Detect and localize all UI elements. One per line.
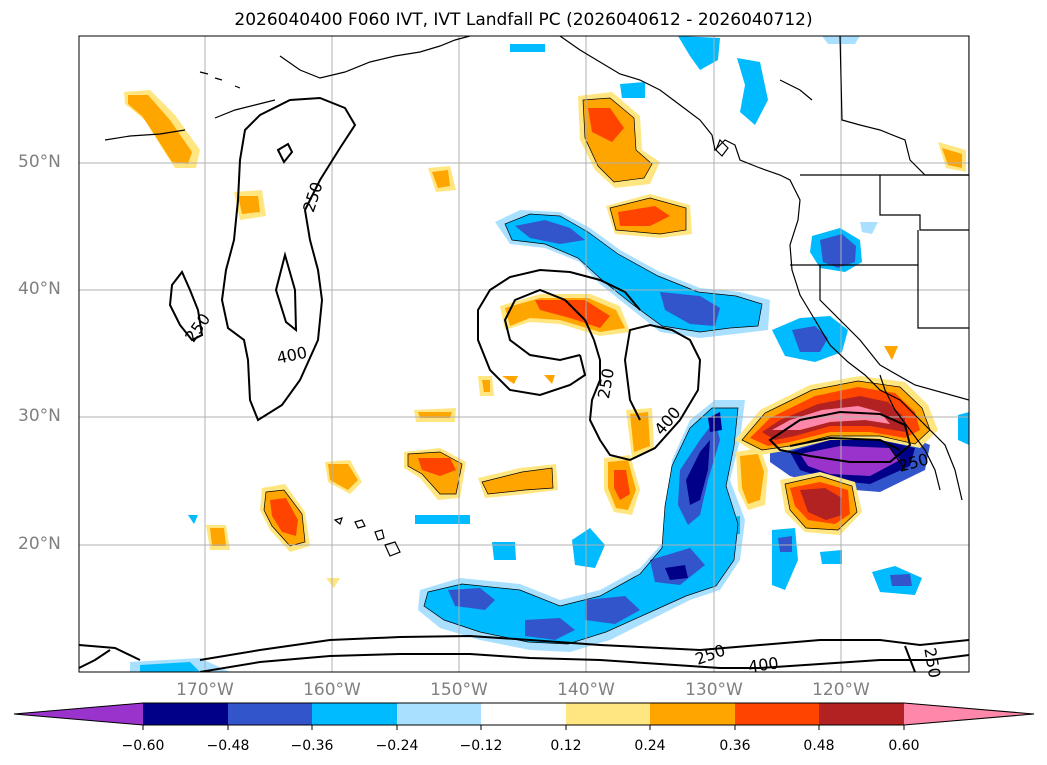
colorbar-segment xyxy=(650,703,735,725)
colorbar-label: 0.12 xyxy=(550,738,582,754)
colorbar-extend-right xyxy=(904,703,1034,725)
lat-label-50n: 50°N xyxy=(18,152,61,172)
graticule xyxy=(79,36,969,672)
colorbar-label: 0.24 xyxy=(634,738,666,754)
colorbar-label: −0.24 xyxy=(375,738,419,754)
colorbar-label: 0.36 xyxy=(719,738,751,754)
lon-label-160w: 160°W xyxy=(303,680,361,700)
colorbar-label: −0.12 xyxy=(459,738,503,754)
map-plot-area xyxy=(79,36,969,672)
lat-label-30n: 30°N xyxy=(18,406,61,426)
contour-label: 250 xyxy=(920,646,944,679)
coastlines xyxy=(104,36,969,557)
shading-outlines xyxy=(263,97,931,645)
lon-label-130w: 130°W xyxy=(685,680,743,700)
lon-label-120w: 120°W xyxy=(812,680,870,700)
lon-label-150w: 150°W xyxy=(430,680,488,700)
colorbar-label: −0.48 xyxy=(206,738,250,754)
colorbar-segment xyxy=(566,703,650,725)
ivt-contours xyxy=(79,96,969,672)
colorbar-segment xyxy=(228,703,312,725)
lat-label-40n: 40°N xyxy=(18,279,61,299)
colorbar-segment xyxy=(143,703,228,725)
negative-shading xyxy=(130,36,969,672)
positive-shading xyxy=(124,90,966,588)
colorbar-label: 0.48 xyxy=(803,738,835,754)
contour-label: 400 xyxy=(747,653,780,676)
lon-label-170w: 170°W xyxy=(176,680,234,700)
colorbar-label: −0.60 xyxy=(121,738,165,754)
colorbar-segment xyxy=(397,703,481,725)
colorbar xyxy=(13,702,1035,730)
colorbar-segment xyxy=(481,703,566,725)
colorbar-segment xyxy=(735,703,819,725)
colorbar-segment xyxy=(312,703,397,725)
lat-label-20n: 20°N xyxy=(18,534,61,554)
colorbar-extend-left xyxy=(14,703,143,725)
colorbar-label: 0.60 xyxy=(888,738,920,754)
map-title: 2026040400 F060 IVT, IVT Landfall PC (20… xyxy=(234,10,813,30)
colorbar-label: −0.36 xyxy=(290,738,334,754)
colorbar-segment xyxy=(819,703,904,725)
map-frame xyxy=(78,35,970,673)
lon-label-140w: 140°W xyxy=(557,680,615,700)
colorbar-ticks xyxy=(142,725,905,730)
